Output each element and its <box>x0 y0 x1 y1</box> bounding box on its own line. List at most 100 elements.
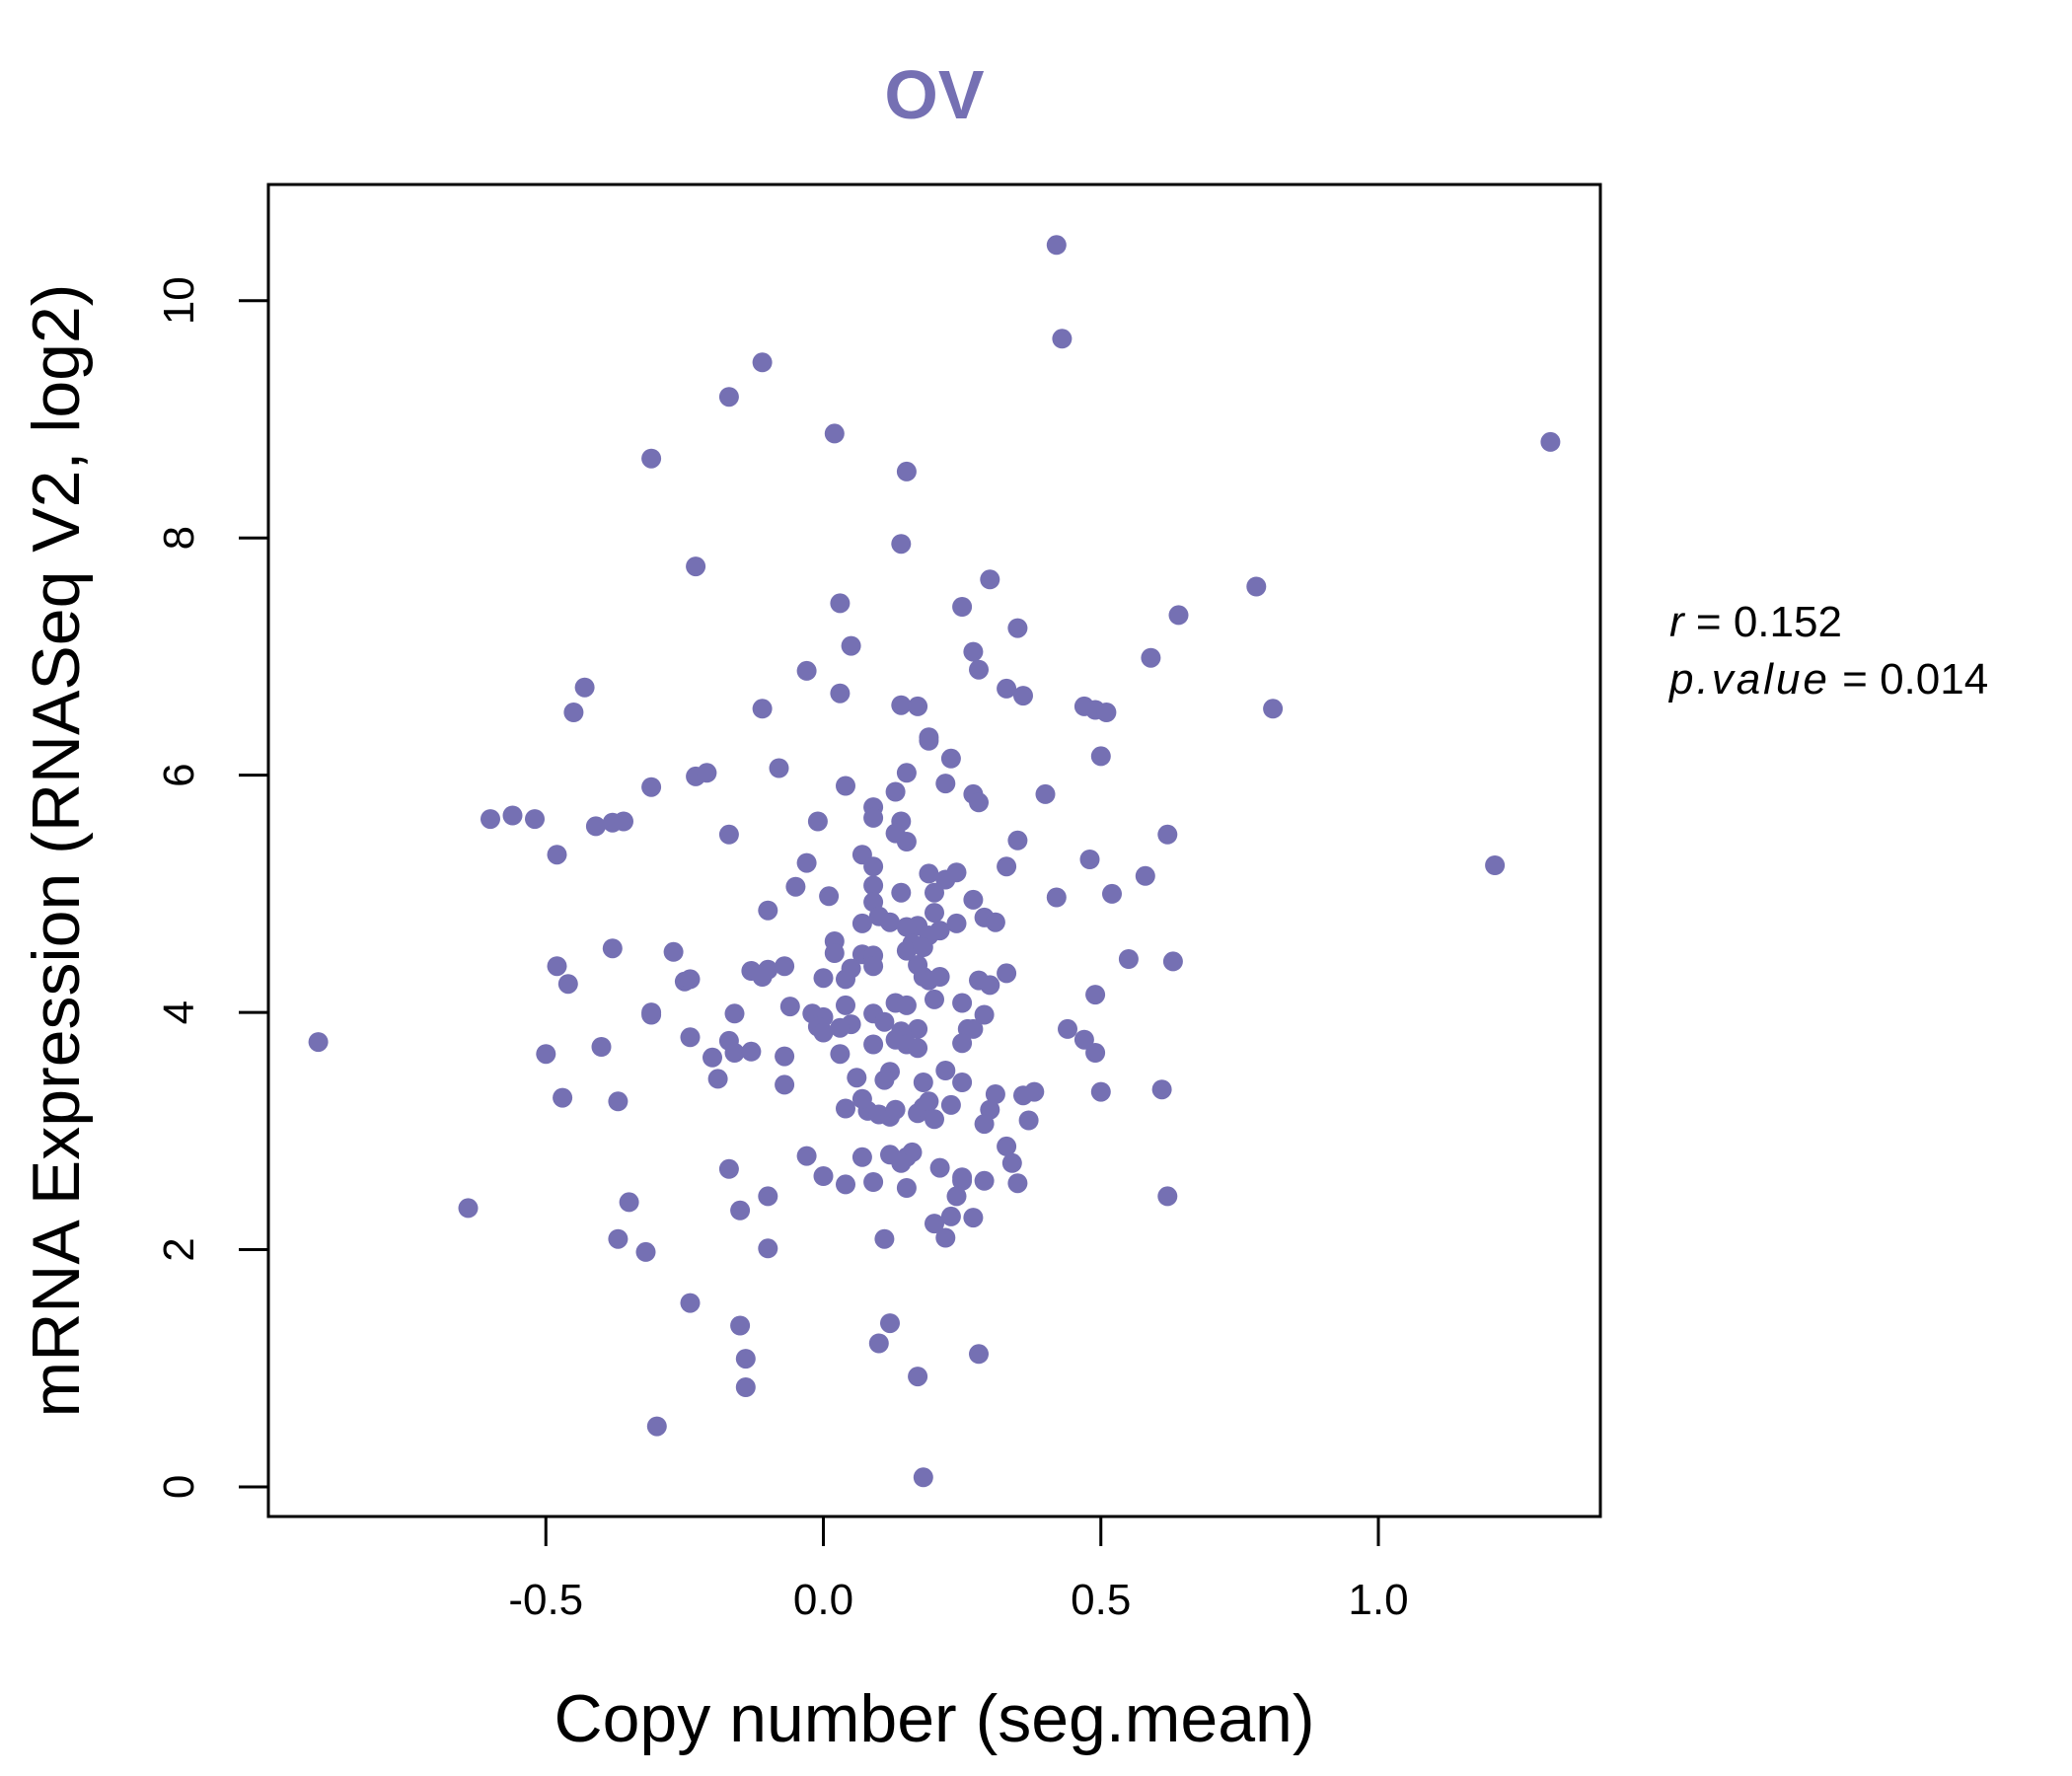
data-point <box>646 1416 667 1437</box>
data-point <box>874 1070 895 1090</box>
data-point <box>863 1172 884 1192</box>
data-point <box>891 882 912 903</box>
data-point <box>718 387 739 407</box>
data-point <box>563 703 584 722</box>
data-point <box>1085 1043 1106 1063</box>
data-point <box>591 1037 612 1057</box>
data-point <box>1013 686 1033 706</box>
data-point <box>724 1043 745 1063</box>
data-point <box>836 995 855 1015</box>
data-point <box>730 1200 751 1221</box>
data-point <box>891 695 912 715</box>
data-point <box>908 696 928 716</box>
points-layer <box>308 235 1561 1488</box>
data-point <box>608 1091 629 1112</box>
data-point <box>896 832 917 851</box>
data-point <box>863 1034 884 1055</box>
data-point <box>896 940 917 961</box>
data-point <box>1118 949 1139 969</box>
data-point <box>796 660 817 681</box>
data-point <box>1151 1079 1172 1100</box>
data-point <box>851 1147 872 1167</box>
data-point <box>1157 1186 1178 1207</box>
data-point <box>874 1011 895 1032</box>
data-point <box>481 809 500 830</box>
data-point <box>724 1003 745 1024</box>
data-point <box>680 969 701 990</box>
y-axis: 0 2 4 6 8 10 <box>155 276 270 1499</box>
data-point <box>1090 746 1111 767</box>
data-point <box>680 1293 701 1313</box>
data-point <box>946 1186 967 1207</box>
data-point <box>952 993 973 1013</box>
data-point <box>974 1114 995 1135</box>
x-tick-label: -0.5 <box>508 1576 583 1624</box>
data-point <box>952 1167 973 1188</box>
data-point <box>553 1087 573 1108</box>
data-point <box>574 677 595 698</box>
data-point <box>752 967 773 987</box>
data-point <box>896 461 917 481</box>
x-tick-label: 1.0 <box>1348 1576 1408 1624</box>
data-point <box>1024 1081 1045 1102</box>
data-point <box>458 1198 479 1219</box>
data-point <box>619 1192 639 1213</box>
data-point <box>1007 1173 1028 1194</box>
data-point <box>680 1027 701 1048</box>
data-point <box>602 938 623 959</box>
data-point <box>925 903 944 924</box>
x-tick-label: 0.5 <box>1071 1576 1131 1624</box>
data-point <box>1141 647 1161 668</box>
data-point <box>641 777 662 797</box>
data-point <box>929 1157 950 1178</box>
data-point <box>841 635 861 656</box>
data-point <box>536 1044 556 1065</box>
data-point <box>919 1091 939 1112</box>
data-point <box>1079 850 1100 869</box>
data-point <box>824 423 845 444</box>
data-point <box>557 974 578 995</box>
data-point <box>969 659 989 680</box>
p-value: 0.014 <box>1880 655 1988 703</box>
data-point <box>735 1349 756 1369</box>
data-point <box>963 1018 984 1039</box>
data-point <box>502 805 523 826</box>
data-point <box>547 956 567 977</box>
data-point <box>863 875 884 896</box>
data-point <box>813 1166 834 1186</box>
data-point <box>863 956 884 977</box>
p-label: p.value <box>1667 655 1830 703</box>
data-point <box>585 816 606 837</box>
data-point <box>1096 703 1117 722</box>
y-tick-label: 2 <box>155 1237 203 1261</box>
data-point <box>1046 887 1067 908</box>
data-point <box>935 869 956 890</box>
data-point <box>836 776 855 796</box>
r-annotation: r = 0.152 <box>1669 598 1842 646</box>
data-point <box>836 1098 855 1119</box>
data-point <box>697 763 717 783</box>
data-point <box>1263 699 1284 719</box>
data-point <box>758 900 778 921</box>
chart-title: OV <box>884 56 984 133</box>
plot-frame <box>266 183 1602 1518</box>
data-point <box>819 886 840 907</box>
data-point <box>1168 605 1189 626</box>
data-point <box>863 856 884 877</box>
data-point <box>896 995 917 1015</box>
data-point <box>913 1467 933 1488</box>
data-point <box>796 852 817 873</box>
data-point <box>925 1109 944 1130</box>
data-point <box>985 912 1005 932</box>
data-point <box>997 1136 1017 1156</box>
data-point <box>641 448 662 469</box>
data-point <box>308 1032 329 1053</box>
data-point <box>974 1004 995 1025</box>
data-point <box>997 963 1017 984</box>
x-axis-label: Copy number (seg.mean) <box>554 1681 1314 1756</box>
data-point <box>908 1038 928 1059</box>
data-point <box>1052 329 1073 349</box>
r-value: 0.152 <box>1734 598 1842 646</box>
data-point <box>929 967 950 987</box>
data-point <box>940 1094 961 1115</box>
